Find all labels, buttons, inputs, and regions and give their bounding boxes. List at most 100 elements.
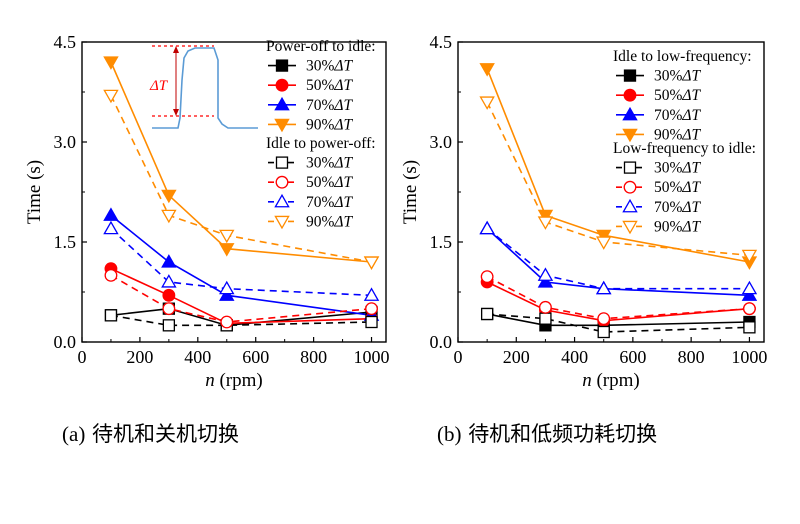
legend-marker: [275, 156, 289, 169]
data-point-blue-filled: [537, 274, 554, 288]
data-point-black-open: [597, 325, 610, 339]
data-point-blue-filled: [161, 254, 177, 268]
legend-marker: [622, 198, 638, 213]
series-line-black-filled: [110, 307, 372, 327]
data-point-blue-filled: [741, 287, 758, 301]
x-tick-label: 0: [78, 347, 87, 367]
series-line-orange-filled: [110, 61, 372, 263]
data-point-orange-filled: [103, 56, 119, 70]
legend-label: 50%ΔT: [306, 174, 354, 191]
legend-marker: [275, 59, 289, 72]
data-point-blue-open: [595, 280, 612, 295]
data-point-black-open: [104, 309, 118, 322]
x-tick-label: 800: [678, 347, 705, 367]
series-line-black-open: [110, 314, 372, 327]
legend-label: 70%ΔT: [654, 199, 702, 216]
data-point-red-open: [365, 302, 378, 316]
x-tick-label: 1000: [731, 347, 767, 367]
x-tick-label: 400: [561, 347, 588, 367]
legend-marker: [623, 69, 637, 82]
legend-label: 70%ΔT: [306, 194, 354, 211]
legend-label: 70%ΔT: [654, 107, 702, 124]
data-point-black-open: [480, 307, 494, 321]
legend-label: 90%ΔT: [654, 218, 702, 235]
inset-delta-label: ΔT: [149, 78, 169, 94]
legend-label: 90%ΔT: [654, 126, 702, 143]
series-line-orange-filled: [486, 68, 750, 263]
series-line-orange-open: [110, 94, 372, 263]
caption-a: (a) 待机和关机切换: [62, 418, 239, 448]
x-axis-label: n (rpm): [582, 370, 640, 391]
x-tick-label: 600: [619, 347, 646, 367]
data-point-black-open: [365, 315, 378, 329]
legend-marker: [622, 220, 638, 235]
y-axis-label: Time (s): [400, 160, 421, 224]
x-tick-label: 1000: [354, 347, 390, 367]
series-line-blue-open: [110, 228, 372, 297]
legend-label: 30%ΔT: [306, 58, 354, 75]
data-point-blue-filled: [219, 287, 235, 301]
data-point-red-open: [743, 302, 756, 316]
series-line-black-open: [487, 313, 750, 333]
x-tick-label: 800: [300, 347, 327, 367]
legend-marker: [274, 118, 290, 133]
plot-frame: [457, 41, 765, 343]
x-tick-label: 400: [184, 347, 211, 367]
y-tick-label: 4.5: [430, 32, 453, 52]
series-line-red-open: [110, 274, 372, 323]
data-point-orange-open: [363, 256, 380, 270]
legend-marker: [622, 128, 638, 143]
data-point-blue-open: [103, 220, 119, 235]
series-line-orange-open: [486, 101, 750, 257]
data-point-orange-open: [103, 89, 119, 104]
y-tick-label: 0.0: [54, 332, 77, 352]
inset-arrow-down-head: [173, 109, 179, 116]
legend-label: 90%ΔT: [306, 213, 354, 230]
legend-marker: [623, 161, 637, 174]
legend-label: 30%ΔT: [654, 68, 702, 85]
legend-label: 50%ΔT: [654, 87, 702, 104]
x-tick-label: 600: [242, 347, 269, 367]
caption-a-text: 待机和关机切换: [92, 422, 239, 446]
data-point-orange-open: [161, 209, 177, 224]
data-point-orange-open: [741, 249, 758, 264]
data-point-black-open: [162, 319, 176, 332]
y-tick-label: 3.0: [54, 132, 77, 152]
x-tick-label: 0: [454, 347, 463, 367]
legend: Power-off to idle: 30%ΔT 50%ΔT 70%ΔT 90%ΔT Id…: [266, 38, 376, 230]
inset-arrow-up-head: [173, 46, 179, 53]
x-tick-label: 200: [503, 347, 530, 367]
legend-label: 30%ΔT: [306, 155, 354, 172]
data-point-red-open: [539, 300, 552, 314]
data-point-blue-open: [479, 220, 495, 235]
legend-label: 50%ΔT: [306, 77, 354, 94]
chart-panel-b: 0 200 400 600 800 1000 0.0 1.5 3.0 4.5 Time (s) n (…: [400, 32, 767, 391]
data-point-red-open: [162, 302, 176, 316]
y-tick-label: 4.5: [54, 32, 77, 52]
x-tick-label: 200: [126, 347, 153, 367]
legend-marker: [275, 78, 289, 92]
data-point-orange-open: [537, 216, 554, 230]
data-point-orange-filled: [595, 229, 612, 244]
legend-marker: [623, 180, 637, 194]
series-line-blue-open: [486, 228, 750, 290]
series-line-blue-filled: [110, 214, 372, 317]
series-line-blue-filled: [486, 228, 750, 297]
legend: Idle to low-frequency: 30%ΔT 50%ΔT 70%ΔT 90%…: [613, 48, 756, 235]
caption-b-text: 待机和低频功耗切换: [468, 422, 658, 446]
data-point-orange-open: [595, 236, 612, 250]
data-point-blue-open: [741, 280, 758, 295]
data-point-blue-open: [219, 280, 235, 295]
inset-waveform-curve: [152, 47, 258, 129]
data-point-orange-filled: [219, 243, 235, 257]
legend-marker: [275, 175, 289, 189]
series-line-red-filled: [486, 281, 750, 322]
data-point-red-open: [104, 268, 118, 282]
legend-label: 30%ΔT: [654, 160, 702, 177]
legend-marker: [274, 193, 290, 208]
legend-group-title: Low-frequency to idle:: [613, 140, 756, 157]
chart-panel-a: 0 200 400 600 800 1000 0.0 1.5 3.0 4.5 Time (s) n (…: [24, 32, 390, 391]
legend-group-title: Power-off to idle:: [266, 38, 376, 55]
legend-label: 70%ΔT: [306, 97, 354, 114]
x-axis-label: n (rpm): [205, 370, 263, 391]
